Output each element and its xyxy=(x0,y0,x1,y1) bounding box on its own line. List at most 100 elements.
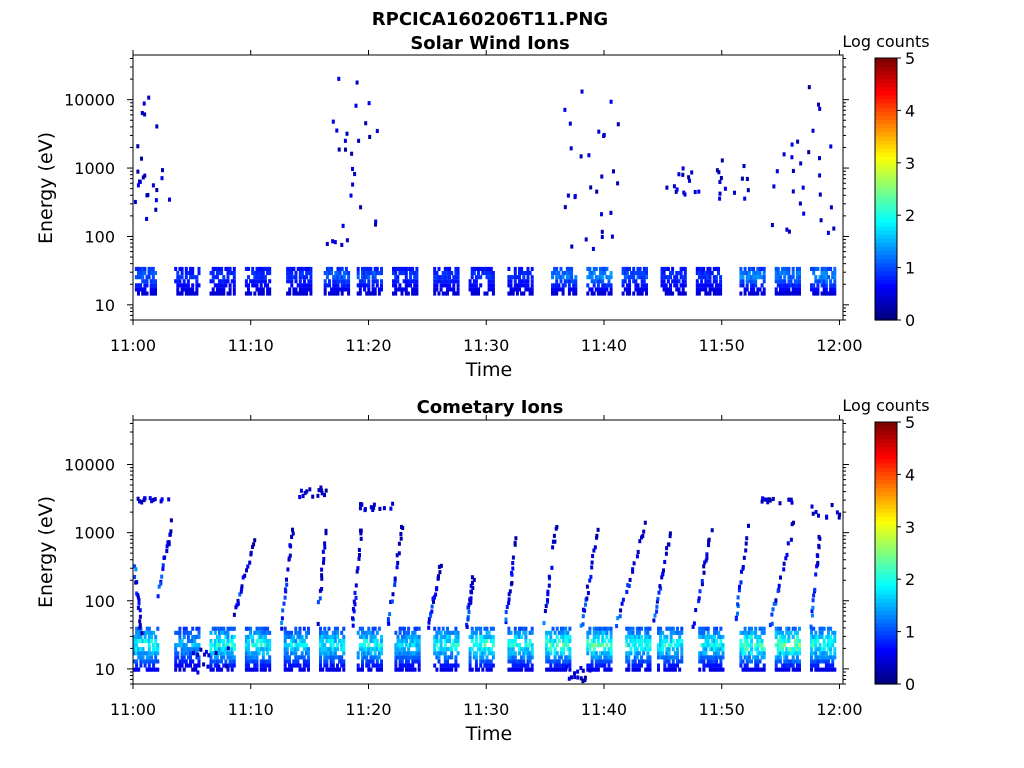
spectrogram-cell xyxy=(816,266,820,271)
spectrogram-cell xyxy=(373,271,377,276)
spectrogram-cell xyxy=(396,560,400,565)
spectrogram-cell xyxy=(300,634,304,639)
spectrogram-cell xyxy=(309,291,313,296)
spectrogram-cell xyxy=(176,630,180,635)
spectrogram-cell xyxy=(596,283,600,288)
spectrogram-cell xyxy=(739,283,743,288)
spectrogram-cell xyxy=(215,639,219,644)
spectrogram-cell xyxy=(745,275,749,280)
spectrogram-cell xyxy=(760,266,764,271)
spectrogram-cell xyxy=(288,630,291,635)
spectrogram-cell xyxy=(702,626,706,631)
spectrogram-cell xyxy=(371,663,375,668)
spectrogram-cell xyxy=(413,271,417,276)
spectrogram-cell xyxy=(698,589,702,594)
x-tick-label: 11:50 xyxy=(699,700,745,719)
spectrogram-cell xyxy=(590,639,594,644)
spectrogram-cell xyxy=(409,655,413,660)
spectrogram-cell xyxy=(341,223,345,228)
spectrogram-cell xyxy=(710,634,714,639)
spectrogram-cell xyxy=(648,634,652,639)
spectrogram-cell xyxy=(150,651,153,656)
spectrogram-cell xyxy=(329,634,333,639)
spectrogram-cell xyxy=(822,643,826,648)
spectrogram-cell xyxy=(470,271,474,276)
spectrogram-cell xyxy=(169,529,173,534)
spectrogram-cell xyxy=(627,583,631,588)
spectrogram-cell xyxy=(253,655,257,660)
spectrogram-cell xyxy=(811,605,815,610)
spectrogram-cell xyxy=(590,667,594,672)
spectrogram-cell xyxy=(329,639,333,644)
spectrogram-cell xyxy=(820,667,824,672)
spectrogram-cell xyxy=(702,564,706,569)
spectrogram-cell xyxy=(605,655,609,660)
spectrogram-cell xyxy=(566,193,570,198)
spectrogram-cell xyxy=(300,283,304,288)
spectrogram-cell xyxy=(785,647,789,652)
spectrogram-cell xyxy=(798,283,801,288)
spectrogram-cell xyxy=(180,275,184,280)
spectrogram-cell xyxy=(831,643,835,648)
spectrogram-cell xyxy=(135,630,139,635)
spectrogram-cell xyxy=(555,266,559,271)
spectrogram-cell xyxy=(756,647,760,652)
spectrogram-cell xyxy=(528,271,532,276)
spectrogram-cell xyxy=(762,275,766,280)
spectrogram-cell xyxy=(734,617,738,622)
spectrogram-cell xyxy=(603,271,607,276)
spectrogram-cell xyxy=(605,651,609,656)
spectrogram-cell xyxy=(671,639,675,644)
spectrogram-cell xyxy=(411,634,415,639)
spectrogram-cell xyxy=(717,651,721,656)
spectrogram-cell xyxy=(713,655,716,660)
spectrogram-cell xyxy=(680,630,684,635)
spectrogram-cell xyxy=(399,536,403,541)
spectrogram-cell xyxy=(358,287,362,292)
spectrogram-cell xyxy=(601,275,605,280)
spectrogram-cell xyxy=(605,634,609,639)
spectrogram-cell xyxy=(837,515,841,520)
spectrogram-cell xyxy=(601,626,605,631)
spectrogram-cell xyxy=(695,279,699,284)
spectrogram-cell xyxy=(762,630,766,635)
spectrogram-cell xyxy=(253,667,257,672)
spectrogram-cell xyxy=(307,655,310,660)
spectrogram-cell xyxy=(413,630,417,635)
spectrogram-cell xyxy=(706,626,710,631)
spectrogram-cell xyxy=(296,647,300,652)
spectrogram-cell xyxy=(380,283,383,288)
spectrogram-cell xyxy=(365,639,369,644)
spectrogram-cell xyxy=(317,488,321,493)
spectrogram-cell xyxy=(781,630,785,635)
spectrogram-cell xyxy=(555,525,559,530)
spectrogram-cell xyxy=(783,643,787,648)
spectrogram-cell xyxy=(833,651,837,656)
spectrogram-cell xyxy=(404,271,408,276)
spectrogram-cell xyxy=(636,549,640,554)
spectrogram-cell xyxy=(814,647,818,652)
spectrogram-cell xyxy=(290,639,294,644)
spectrogram-cell xyxy=(413,667,417,672)
spectrogram-cell xyxy=(491,651,495,656)
spectrogram-cell xyxy=(474,275,478,280)
spectrogram-cell xyxy=(810,667,813,672)
spectrogram-cell xyxy=(795,279,799,284)
spectrogram-cell xyxy=(633,647,637,652)
spectrogram-cell xyxy=(592,651,596,656)
spectrogram-cell xyxy=(796,139,800,144)
spectrogram-cell xyxy=(586,275,590,280)
spectrogram-cell xyxy=(515,283,519,288)
spectrogram-cell xyxy=(253,275,257,280)
spectrogram-cell xyxy=(135,667,139,672)
spectrogram-cell xyxy=(700,655,704,660)
spectrogram-cell xyxy=(230,639,234,644)
spectrogram-cell xyxy=(470,575,474,580)
colorbar-segment xyxy=(875,279,897,284)
spectrogram-cell xyxy=(302,639,306,644)
spectrogram-cell xyxy=(507,667,511,672)
spectrogram-cell xyxy=(443,639,447,644)
spectrogram-cell xyxy=(718,191,722,196)
spectrogram-cell xyxy=(373,626,377,631)
spectrogram-cell xyxy=(680,639,684,644)
